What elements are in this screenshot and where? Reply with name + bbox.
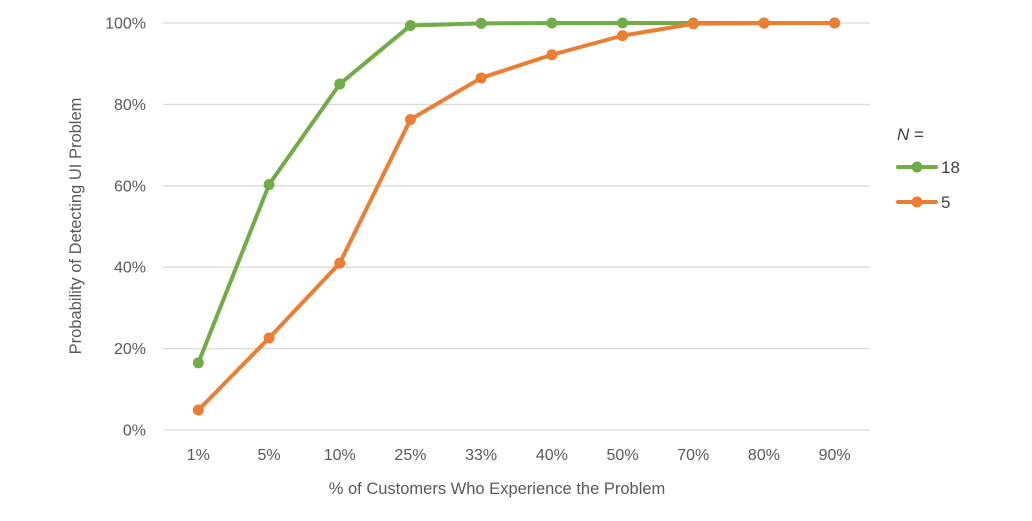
data-point-18-1% (192, 357, 204, 369)
y-tick-label: 0% (123, 423, 146, 440)
data-point-18-25% (404, 19, 416, 31)
x-tick-label: 33% (465, 447, 497, 464)
x-tick-label: 50% (607, 447, 639, 464)
data-point-5-50% (617, 30, 629, 42)
y-tick-label: 20% (114, 341, 146, 358)
y-tick-label: 80% (114, 97, 146, 114)
series-line-5 (196, 21, 837, 413)
data-point-5-90% (829, 17, 841, 29)
data-point-18-40% (546, 17, 558, 29)
data-point-18-50% (617, 17, 629, 29)
x-tick-label: 90% (819, 447, 851, 464)
x-tick-label: 80% (748, 447, 780, 464)
data-point-5-80% (758, 17, 770, 29)
legend-title-equals: = (909, 125, 924, 144)
x-tick-label: 10% (324, 447, 356, 464)
x-tick-label: 5% (257, 447, 280, 464)
legend-item-18: 18 (896, 158, 960, 177)
data-point-5-1% (192, 404, 204, 416)
legend-label: 5 (941, 193, 950, 212)
gridlines (163, 22, 870, 431)
data-point-18-10% (334, 78, 346, 90)
legend-marker-swatch (911, 196, 923, 208)
series-lines (192, 17, 841, 416)
x-tick-label: 40% (536, 447, 568, 464)
x-axis-title: % of Customers Who Experience the Proble… (329, 480, 666, 498)
legend: N = 18 5 (896, 125, 960, 212)
legend-item-5: 5 (896, 193, 950, 212)
data-point-5-33% (475, 72, 487, 84)
y-axis-title: Probability of Detecting UI Problem (67, 98, 85, 355)
data-point-5-10% (334, 257, 346, 269)
legend-title: N = (897, 125, 924, 144)
legend-label: 18 (941, 158, 960, 177)
data-point-5-70% (687, 18, 699, 30)
legend-marker-swatch (911, 161, 923, 173)
x-tick-label: 70% (677, 447, 709, 464)
data-point-5-40% (546, 49, 558, 61)
y-tick-label: 100% (105, 16, 146, 33)
legend-title-variable: N (897, 125, 910, 144)
series-5 (192, 17, 841, 416)
data-point-5-25% (404, 113, 416, 125)
data-point-18-5% (263, 179, 275, 191)
x-axis-ticks: 1% 5% 10% 25% 33% 40% 50% 70% 80% 90% (187, 447, 851, 464)
x-tick-label: 25% (394, 447, 426, 464)
data-point-5-5% (263, 332, 275, 344)
x-tick-label: 1% (187, 447, 210, 464)
y-axis-ticks: 0% 20% 40% 60% 80% 100% (105, 16, 146, 440)
y-tick-label: 40% (114, 260, 146, 277)
data-point-18-33% (475, 17, 487, 29)
y-tick-label: 60% (114, 178, 146, 195)
